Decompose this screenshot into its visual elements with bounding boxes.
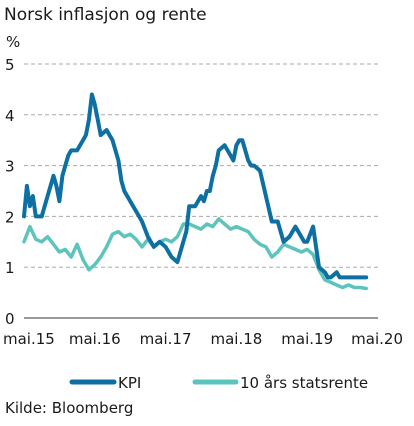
y-tick-labels: 0 1 2 3 4 5 (5, 56, 15, 328)
y-axis-unit: % (6, 33, 20, 51)
series-line-statsrente (22, 217, 368, 291)
x-tick-mai.19: mai.19 (281, 330, 333, 348)
legend-label-kpi: KPI (118, 374, 141, 392)
legend: KPI 10 års statsrente (69, 374, 368, 392)
x-tick-labels: mai.15 mai.16 mai.17 mai.18 mai.19 mai.20 (3, 330, 403, 348)
y-tick-5: 5 (5, 56, 15, 74)
x-tick-mai.18: mai.18 (210, 330, 262, 348)
y-tick-3: 3 (5, 158, 15, 176)
x-tick-mai.16: mai.16 (69, 330, 121, 348)
source-note: Kilde: Bloomberg (5, 399, 133, 417)
y-tick-0: 0 (5, 310, 15, 328)
series-lines (22, 92, 369, 291)
chart-title: Norsk inflasjon og rente (4, 5, 207, 25)
x-tick-mai.20: mai.20 (351, 330, 403, 348)
y-tick-4: 4 (5, 107, 15, 125)
y-tick-1: 1 (5, 259, 15, 277)
x-tick-mai.15: mai.15 (3, 330, 55, 348)
legend-label-rente: 10 års statsrente (240, 374, 368, 392)
y-tick-2: 2 (5, 208, 15, 226)
x-tick-mai.17: mai.17 (140, 330, 192, 348)
series-line-kpi (22, 92, 369, 280)
gridlines (24, 63, 378, 319)
